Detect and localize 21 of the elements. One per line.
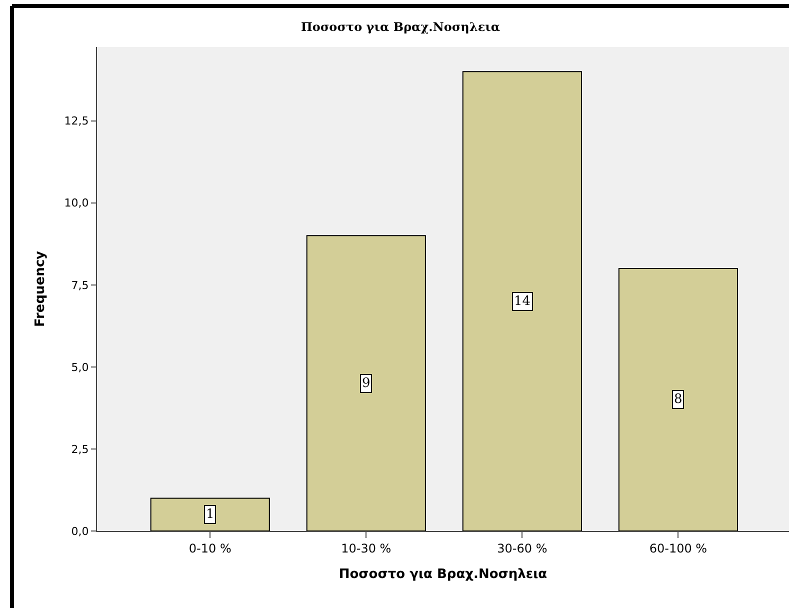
y-tick-label: 0,0 [71, 524, 89, 538]
y-axis-title: Frequency [33, 250, 48, 328]
chart-title: Ποσοστο για Βραχ.Νοσηλεια [301, 20, 500, 34]
y-tick-label: 7,5 [71, 278, 89, 292]
x-axis-title: Ποσοστο για Βραχ.Νοσηλεια [338, 567, 548, 582]
bar [618, 268, 738, 531]
bar [150, 498, 270, 531]
x-tick-label: 0-10 % [188, 541, 232, 556]
x-tick-label: 60-100 % [649, 541, 708, 556]
y-tick-label: 5,0 [71, 360, 89, 374]
data-label: 8 [674, 392, 682, 407]
x-tick-label: 30-60 % [497, 541, 548, 556]
y-tick-label: 10,0 [64, 196, 89, 210]
bar [306, 235, 426, 531]
data-label: 1 [206, 507, 214, 522]
y-tick-label: 12,5 [64, 114, 89, 128]
data-label: 14 [514, 294, 531, 309]
bar [462, 71, 582, 531]
x-tick-label: 10-30 % [341, 541, 392, 556]
y-tick-label: 2,5 [71, 442, 89, 456]
data-label: 9 [362, 376, 370, 391]
